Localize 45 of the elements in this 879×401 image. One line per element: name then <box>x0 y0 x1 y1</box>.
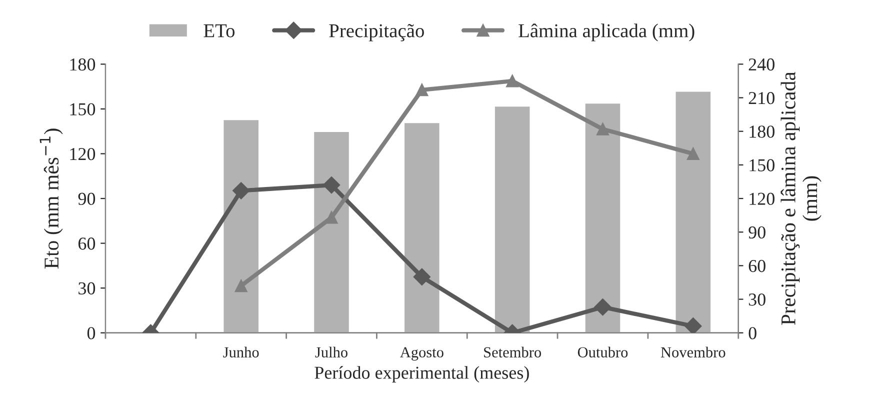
bar <box>403 122 441 333</box>
point <box>322 176 340 194</box>
y-tick-label: 150 <box>70 103 96 116</box>
y2-tick-label: 90 <box>748 226 766 239</box>
y2-tick-label: 150 <box>750 159 774 172</box>
y-tick-label: 120 <box>70 148 96 160</box>
bar <box>312 130 350 333</box>
point <box>684 318 702 333</box>
y-tick-label: 60 <box>78 238 96 250</box>
y2-tick-label: 60 <box>748 260 766 272</box>
bar <box>494 105 532 333</box>
y2-tick-label: 0 <box>748 327 756 340</box>
x-tick-label: Agosto <box>400 347 444 361</box>
y-tick-label: 90 <box>78 192 96 205</box>
x-tick-label: Junho <box>223 346 259 358</box>
legend-label: ETo <box>204 24 235 38</box>
bar <box>222 118 260 333</box>
y2-tick-label: 120 <box>750 192 774 205</box>
y-tick-label: 30 <box>78 282 96 294</box>
point <box>594 298 612 316</box>
y2-tick-label: 180 <box>750 126 774 138</box>
point <box>596 122 609 136</box>
point <box>413 268 430 286</box>
bar <box>674 90 712 333</box>
bar <box>584 102 622 333</box>
point <box>232 182 250 200</box>
x-axis-title: Período experimental (meses) <box>314 366 529 383</box>
point <box>234 280 248 292</box>
x-tick-label: Setembro <box>484 346 542 358</box>
y-axis-title: Eto (mm mês$^{−1}$) <box>40 128 63 269</box>
point <box>686 147 700 160</box>
y2-tick-label: 240 <box>748 58 774 71</box>
point <box>506 74 519 88</box>
y2-axis-title: Precipitação e lâmina aplicada (mm) <box>780 72 822 325</box>
y2-tick-label: 210 <box>748 92 774 104</box>
legend-label: Lâmina aplicada (mm) <box>518 24 694 42</box>
y-tick-label: 0 <box>87 327 96 340</box>
x-tick-label: Novembro <box>660 346 726 358</box>
point <box>325 211 338 224</box>
x-tick-label: Outubro <box>578 346 628 358</box>
x-tick-label: Julho <box>315 346 348 358</box>
y2-tick-label: 30 <box>748 294 766 306</box>
point <box>416 84 428 96</box>
y-tick-label: 180 <box>70 58 96 71</box>
legend-label: Precipitação <box>329 24 424 42</box>
